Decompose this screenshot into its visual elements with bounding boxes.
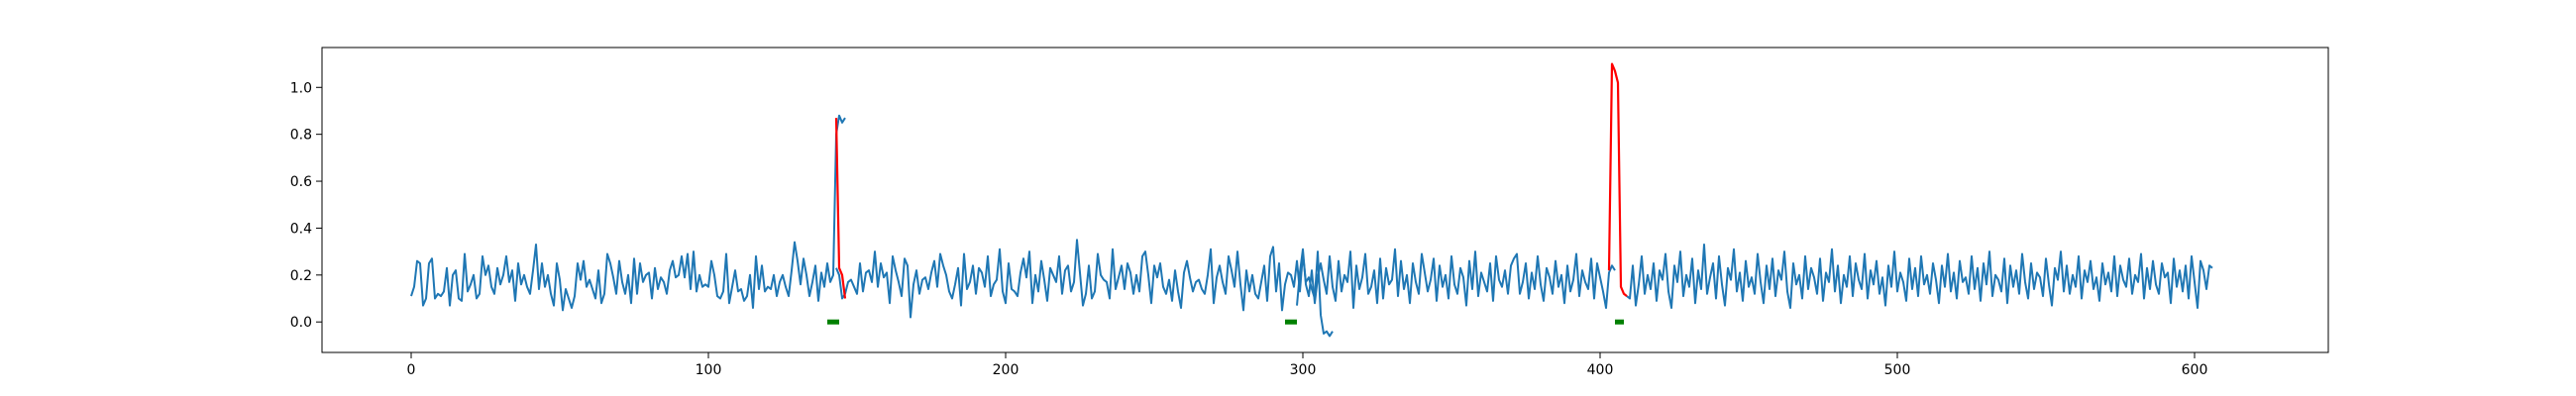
axes-frame	[321, 47, 2329, 353]
y-tick-label: 0.4	[290, 221, 312, 237]
signal-series-line	[410, 114, 846, 312]
x-tick-label: 100	[696, 362, 722, 378]
axes: 0 100 200 300 400 500 600 0.0 0.2 0.4 0.6 0.8 1.0	[290, 80, 2208, 378]
x-tick-label: 0	[407, 362, 416, 378]
y-tick-label: 0.0	[290, 315, 312, 331]
y-tick-label: 0.6	[290, 174, 312, 190]
y-tick-label: 0.2	[290, 268, 312, 284]
plot-area	[410, 62, 2213, 338]
x-tick-label: 400	[1587, 362, 1614, 378]
signal-series-line	[1296, 248, 1616, 309]
x-tick-label: 500	[1884, 362, 1911, 378]
anomaly-series-line	[834, 118, 847, 299]
anomaly-series-line	[1607, 62, 1628, 297]
signal-series-line	[1626, 244, 2213, 309]
y-tick-label: 0.8	[290, 128, 312, 144]
x-tick-label: 300	[1290, 362, 1317, 378]
y-tick-label: 1.0	[290, 80, 312, 96]
x-tick-label: 200	[993, 362, 1020, 378]
signal-series-line	[835, 239, 1334, 338]
x-tick-label: 600	[2182, 362, 2208, 378]
